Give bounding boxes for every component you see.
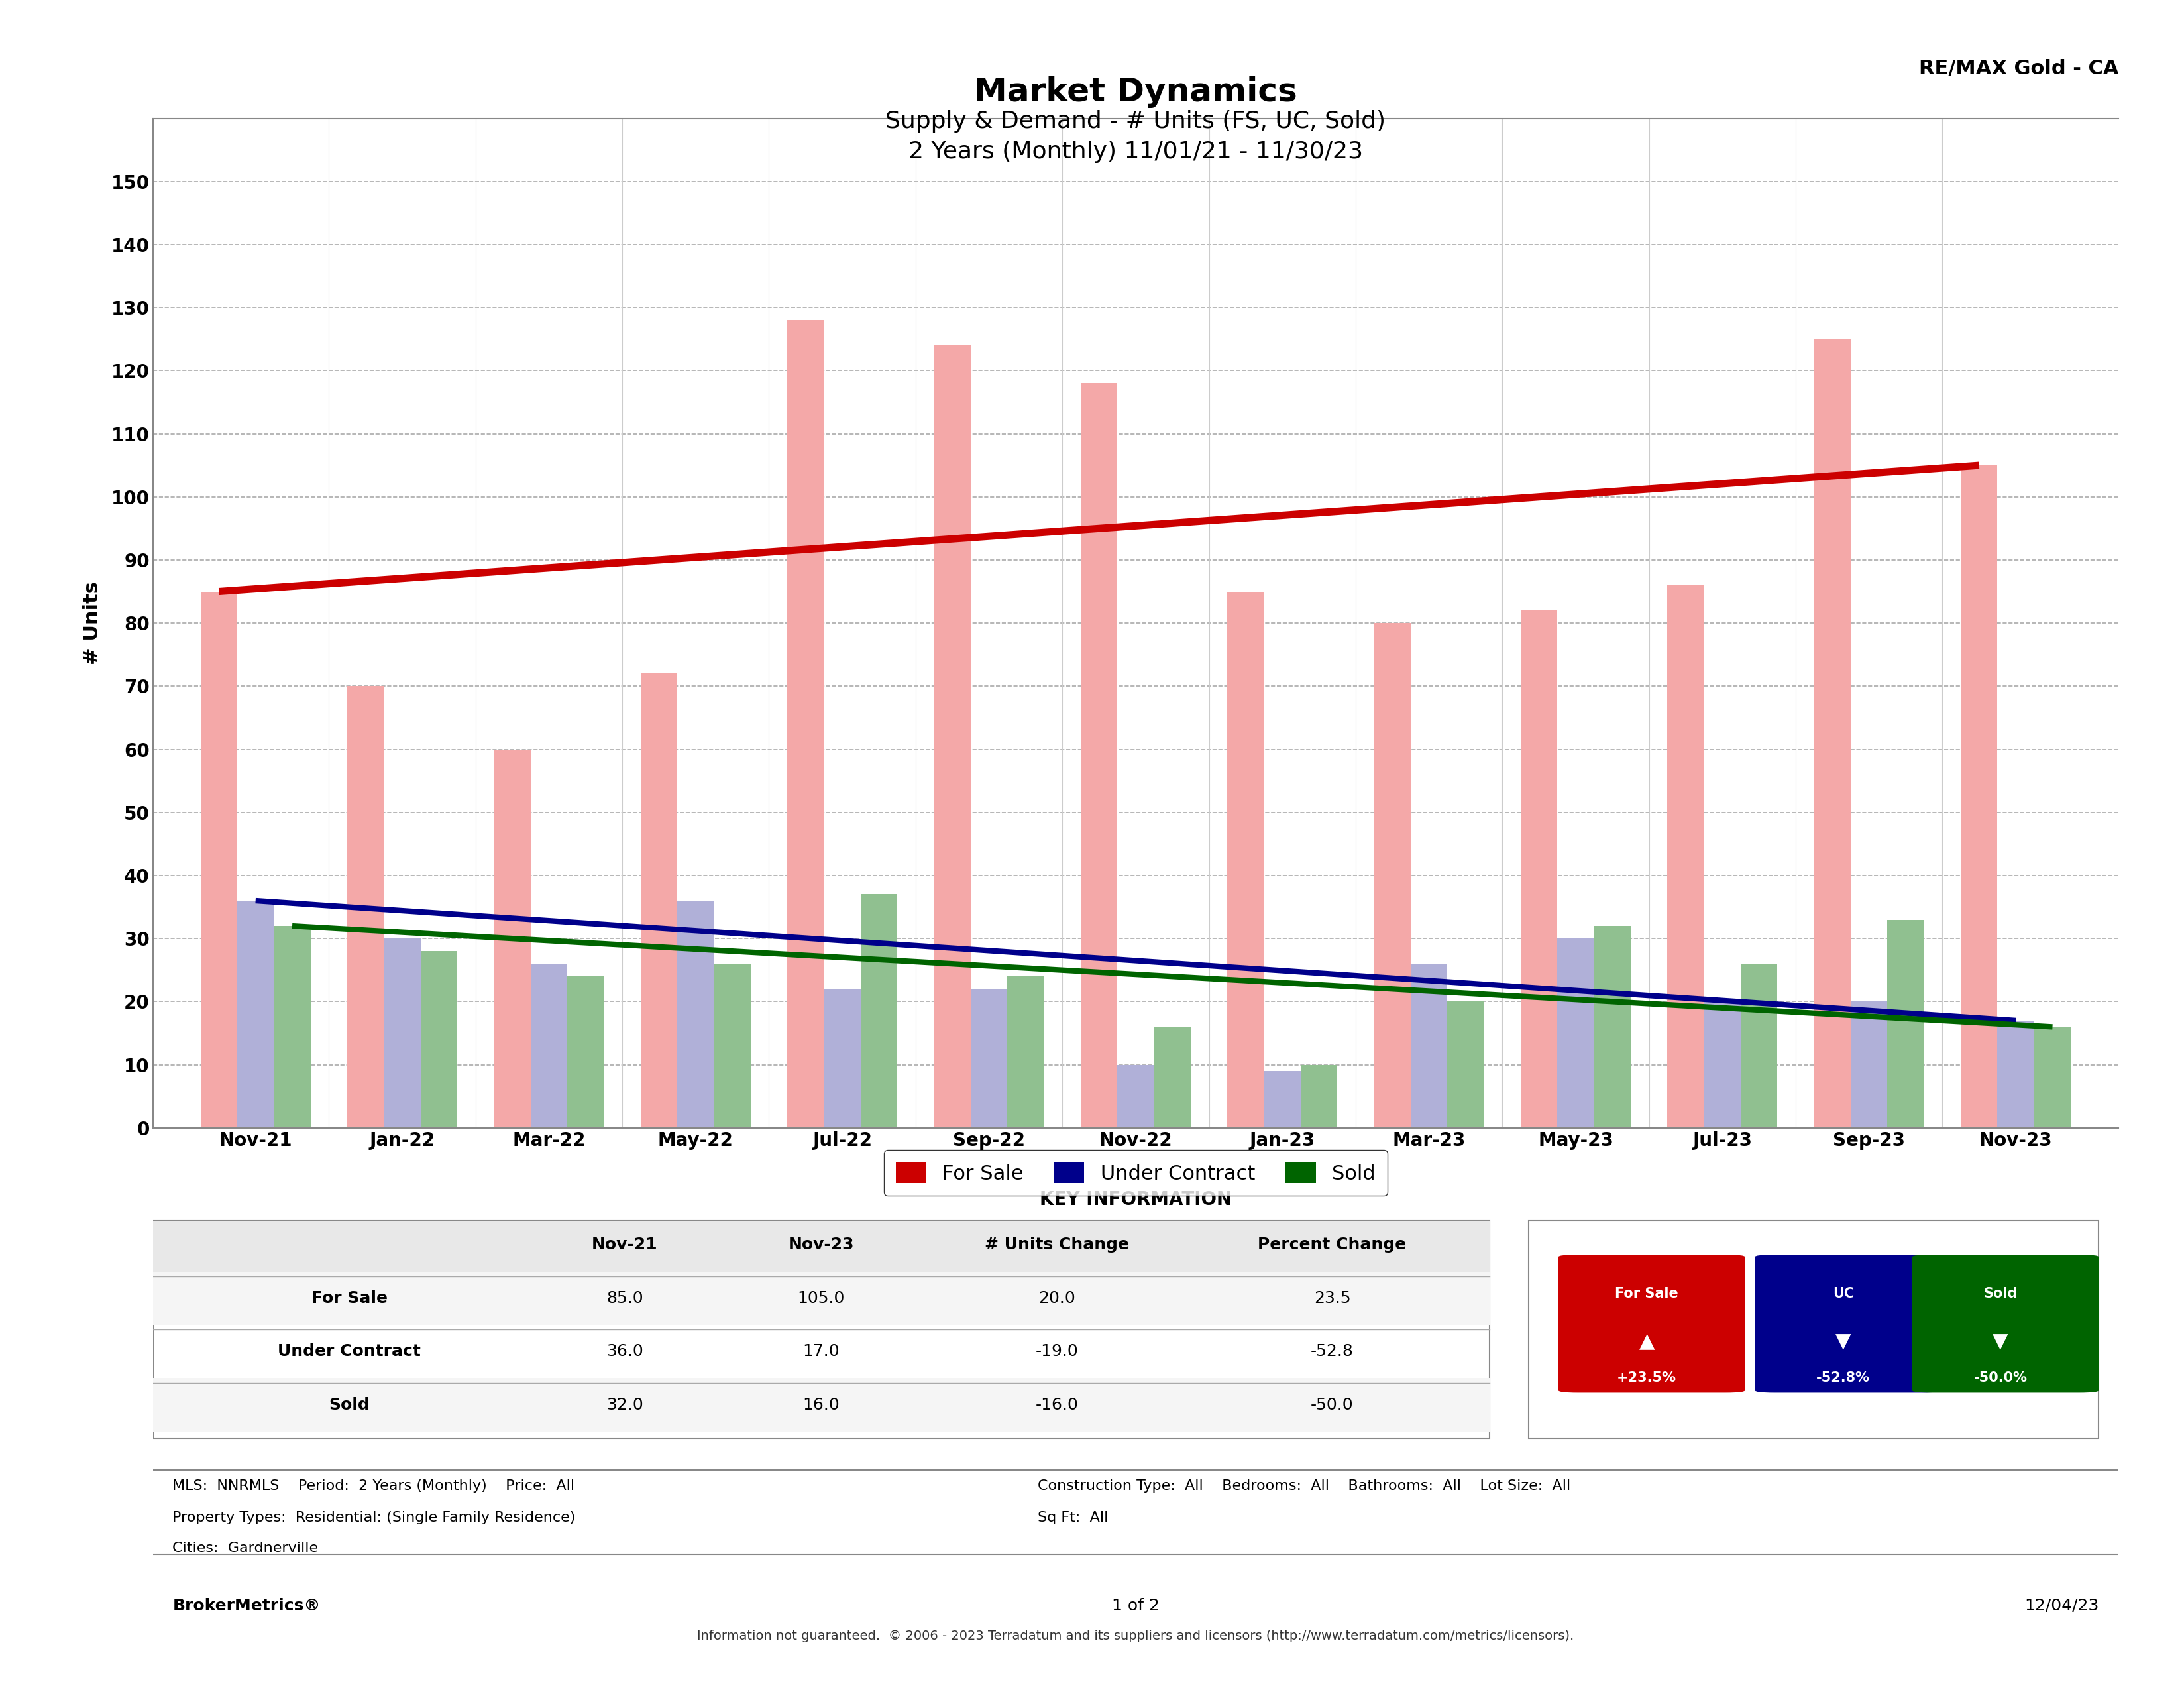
Text: -50.0%: -50.0% — [1974, 1372, 2027, 1384]
Bar — [677, 901, 714, 1127]
Bar — [1302, 1065, 1337, 1127]
Bar — [1850, 1002, 1887, 1127]
Text: KEY INFORMATION: KEY INFORMATION — [1040, 1190, 1232, 1208]
Text: +23.5%: +23.5% — [1616, 1372, 1677, 1384]
Text: # Units Change: # Units Change — [985, 1237, 1129, 1252]
Text: -19.0: -19.0 — [1035, 1344, 1079, 1359]
FancyBboxPatch shape — [1754, 1254, 1942, 1393]
Text: Supply & Demand - # Units (FS, UC, Sold): Supply & Demand - # Units (FS, UC, Sold) — [885, 110, 1387, 132]
Text: UC: UC — [1832, 1286, 1854, 1300]
Text: 105.0: 105.0 — [797, 1289, 845, 1306]
Text: 36.0: 36.0 — [607, 1344, 642, 1359]
Bar — [1081, 384, 1118, 1127]
Bar — [1227, 592, 1265, 1127]
Text: Property Types:  Residential: (Single Family Residence): Property Types: Residential: (Single Fam… — [173, 1511, 577, 1524]
FancyBboxPatch shape — [1529, 1220, 2099, 1438]
FancyBboxPatch shape — [153, 1220, 1489, 1438]
Bar — [422, 951, 456, 1127]
FancyBboxPatch shape — [153, 1377, 1489, 1431]
Text: Under Contract: Under Contract — [277, 1344, 422, 1359]
FancyBboxPatch shape — [1557, 1254, 1745, 1393]
FancyBboxPatch shape — [1913, 1254, 2099, 1393]
Text: -50.0: -50.0 — [1310, 1398, 1354, 1413]
Bar — [786, 319, 823, 1127]
Text: 32.0: 32.0 — [607, 1398, 642, 1413]
Text: Nov-23: Nov-23 — [788, 1237, 854, 1252]
Bar — [2033, 1028, 2070, 1127]
Text: ▲: ▲ — [1638, 1332, 1655, 1352]
Text: Sold: Sold — [1983, 1286, 2018, 1300]
Text: Information not guaranteed.  © 2006 - 2023 Terradatum and its suppliers and lice: Information not guaranteed. © 2006 - 202… — [697, 1629, 1575, 1643]
Bar — [273, 926, 310, 1127]
Bar — [935, 345, 970, 1127]
Text: Sq Ft:  All: Sq Ft: All — [1037, 1511, 1107, 1524]
Text: 16.0: 16.0 — [804, 1398, 839, 1413]
Bar — [1594, 926, 1631, 1127]
Bar — [1374, 624, 1411, 1127]
Bar — [1961, 465, 1998, 1127]
Y-axis label: # Units: # Units — [83, 581, 103, 664]
FancyBboxPatch shape — [153, 1271, 1489, 1325]
Bar — [494, 749, 531, 1127]
Bar — [860, 894, 898, 1127]
Bar — [347, 686, 384, 1127]
Bar — [714, 963, 751, 1127]
Text: For Sale: For Sale — [312, 1289, 387, 1306]
Bar — [1998, 1021, 2033, 1127]
Bar — [1520, 610, 1557, 1127]
Text: MLS:  NNRMLS    Period:  2 Years (Monthly)    Price:  All: MLS: NNRMLS Period: 2 Years (Monthly) Pr… — [173, 1479, 574, 1492]
Bar — [823, 989, 860, 1127]
Bar — [1411, 963, 1448, 1127]
Text: -16.0: -16.0 — [1035, 1398, 1079, 1413]
Text: 2 Years (Monthly) 11/01/21 - 11/30/23: 2 Years (Monthly) 11/01/21 - 11/30/23 — [909, 140, 1363, 162]
Bar — [970, 989, 1007, 1127]
Bar — [1265, 1071, 1302, 1127]
Bar — [531, 963, 568, 1127]
Text: 17.0: 17.0 — [804, 1344, 839, 1359]
Text: -52.8%: -52.8% — [1817, 1372, 1870, 1384]
Bar — [1153, 1028, 1190, 1127]
Text: -52.8: -52.8 — [1310, 1344, 1354, 1359]
Text: Construction Type:  All    Bedrooms:  All    Bathrooms:  All    Lot Size:  All: Construction Type: All Bedrooms: All Bat… — [1037, 1479, 1570, 1492]
Text: Sold: Sold — [330, 1398, 369, 1413]
Bar — [1557, 938, 1594, 1127]
Text: ▼: ▼ — [1992, 1332, 2009, 1352]
Text: BrokerMetrics®: BrokerMetrics® — [173, 1597, 321, 1614]
Text: RE/MAX Gold - CA: RE/MAX Gold - CA — [1920, 59, 2118, 78]
Bar — [1887, 919, 1924, 1127]
Bar — [384, 938, 422, 1127]
Bar — [1741, 963, 1778, 1127]
Legend: For Sale, Under Contract, Sold: For Sale, Under Contract, Sold — [885, 1151, 1387, 1195]
Text: For Sale: For Sale — [1614, 1286, 1679, 1300]
Bar — [1704, 1002, 1741, 1127]
Text: Market Dynamics: Market Dynamics — [974, 76, 1297, 108]
Bar — [201, 592, 238, 1127]
FancyBboxPatch shape — [153, 1220, 1489, 1276]
Bar — [238, 901, 273, 1127]
Text: Percent Change: Percent Change — [1258, 1237, 1406, 1252]
Text: 85.0: 85.0 — [607, 1289, 642, 1306]
Text: 1 of 2: 1 of 2 — [1112, 1597, 1160, 1614]
Bar — [1118, 1065, 1153, 1127]
Bar — [568, 977, 605, 1127]
Bar — [1007, 977, 1044, 1127]
Text: ▼: ▼ — [1835, 1332, 1852, 1352]
Text: Nov-21: Nov-21 — [592, 1237, 657, 1252]
Text: 23.5: 23.5 — [1315, 1289, 1350, 1306]
Text: Cities:  Gardnerville: Cities: Gardnerville — [173, 1541, 319, 1555]
Bar — [640, 674, 677, 1127]
Bar — [1815, 340, 1850, 1127]
Text: 20.0: 20.0 — [1040, 1289, 1075, 1306]
Bar — [1448, 1002, 1485, 1127]
Bar — [1666, 585, 1704, 1127]
Text: 12/04/23: 12/04/23 — [2025, 1597, 2099, 1614]
